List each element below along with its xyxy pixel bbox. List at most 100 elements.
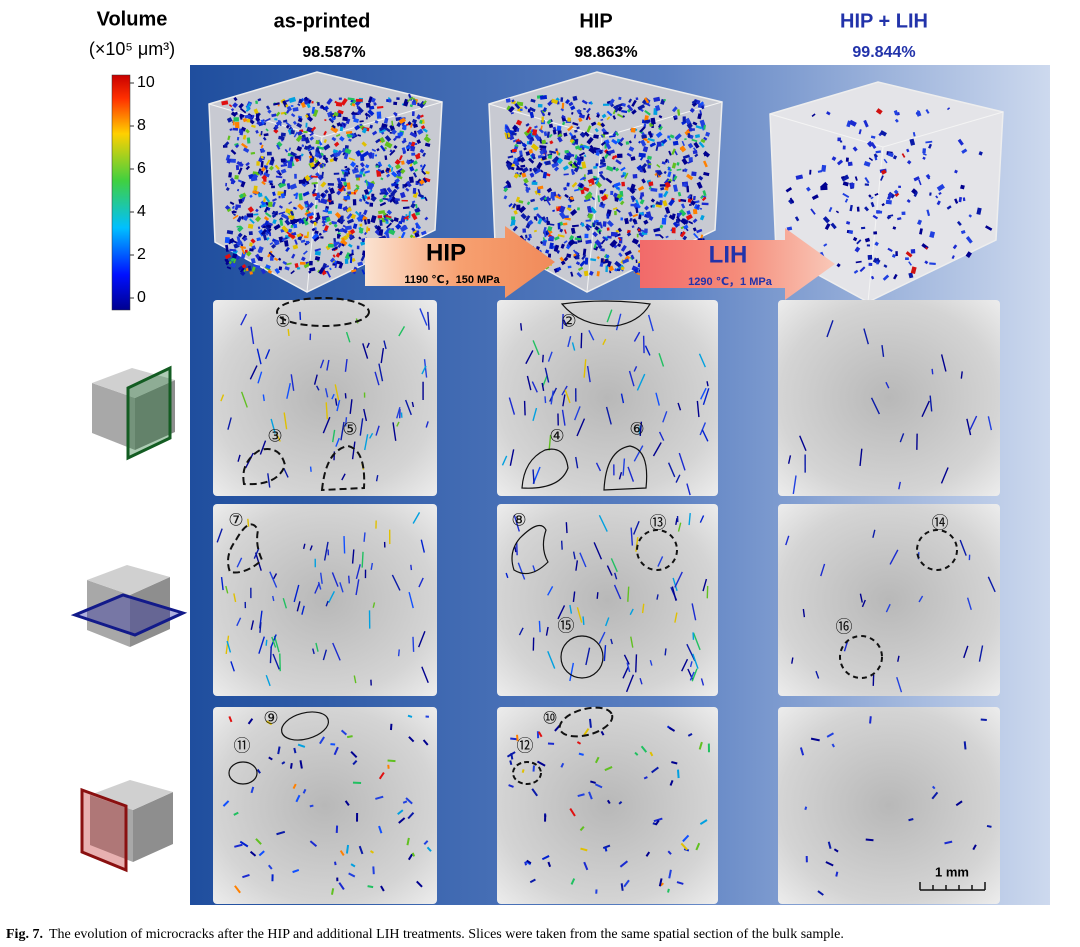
crack: [602, 338, 607, 346]
pore: [936, 200, 941, 206]
pore: [545, 196, 551, 202]
pore: [361, 127, 368, 134]
pore: [850, 182, 855, 188]
crack: [579, 552, 587, 568]
pore: [661, 138, 668, 145]
crack: [889, 549, 899, 565]
pore: [639, 198, 645, 205]
crack: [606, 799, 611, 805]
pore: [391, 171, 398, 178]
pore: [334, 228, 340, 232]
crack: [392, 422, 397, 441]
pore: [584, 233, 589, 239]
crack: [332, 642, 341, 661]
crack: [426, 846, 432, 852]
pore: [315, 139, 320, 145]
pore: [605, 142, 612, 150]
pore: [391, 129, 397, 135]
pore: [682, 154, 690, 160]
pore: [590, 121, 597, 127]
pore: [537, 136, 541, 142]
annotation-number: ⑨: [263, 708, 278, 727]
crack: [375, 425, 380, 436]
pore: [221, 100, 229, 106]
pore: [563, 229, 567, 234]
pore: [411, 200, 416, 204]
crack: [301, 605, 305, 615]
crack: [544, 367, 550, 383]
crack: [602, 844, 611, 849]
pore: [323, 105, 329, 111]
pore: [672, 184, 678, 192]
crack: [290, 374, 295, 391]
crack: [418, 577, 424, 588]
pore: [325, 245, 331, 251]
pore: [347, 243, 353, 248]
pore: [239, 113, 245, 119]
crack: [682, 834, 690, 843]
pore: [331, 124, 336, 129]
pore: [513, 209, 518, 215]
crack: [820, 563, 826, 577]
pore: [565, 99, 571, 105]
crack: [228, 716, 233, 723]
slice-image: [497, 707, 718, 904]
pore: [351, 168, 359, 174]
pore: [523, 177, 529, 184]
pore: [393, 101, 398, 106]
pore: [503, 195, 508, 200]
pore: [597, 195, 600, 203]
pore: [578, 152, 585, 157]
crack: [654, 819, 660, 826]
pore: [525, 151, 530, 156]
pore: [348, 138, 352, 142]
pore: [240, 270, 246, 276]
pore: [337, 242, 343, 248]
pore: [567, 160, 573, 166]
pore: [358, 198, 363, 203]
pore: [333, 141, 340, 147]
slice-image: [497, 504, 718, 696]
crack: [960, 371, 963, 379]
pore: [385, 220, 389, 224]
crack: [671, 586, 677, 601]
pore: [875, 108, 883, 115]
pore: [329, 257, 335, 263]
pore: [635, 259, 638, 264]
pore: [409, 234, 414, 239]
crack: [940, 467, 949, 484]
pore: [329, 267, 332, 271]
pore: [600, 158, 606, 163]
pore: [378, 217, 381, 221]
crack: [283, 467, 289, 478]
pore: [294, 239, 298, 245]
pore: [691, 99, 698, 105]
pore: [625, 141, 630, 145]
pore: [306, 144, 312, 150]
crack: [345, 844, 350, 854]
crack: [398, 817, 406, 824]
pore: [512, 139, 518, 143]
crack: [547, 351, 553, 362]
crack: [593, 542, 603, 560]
crack: [256, 348, 262, 365]
pore: [361, 194, 366, 202]
pore: [361, 194, 368, 201]
pore: [297, 103, 301, 107]
pore: [546, 220, 551, 226]
pore: [600, 239, 606, 245]
pore: [232, 127, 239, 131]
pore: [559, 228, 564, 233]
pore: [668, 137, 672, 141]
crack: [319, 572, 323, 584]
pore: [516, 101, 524, 107]
pore: [339, 136, 345, 142]
pore: [647, 130, 653, 139]
pore: [402, 206, 410, 210]
pore: [679, 145, 687, 153]
crack: [422, 739, 429, 746]
pore: [535, 213, 543, 220]
crack: [331, 572, 339, 587]
pore: [389, 149, 393, 153]
crack: [315, 642, 319, 652]
